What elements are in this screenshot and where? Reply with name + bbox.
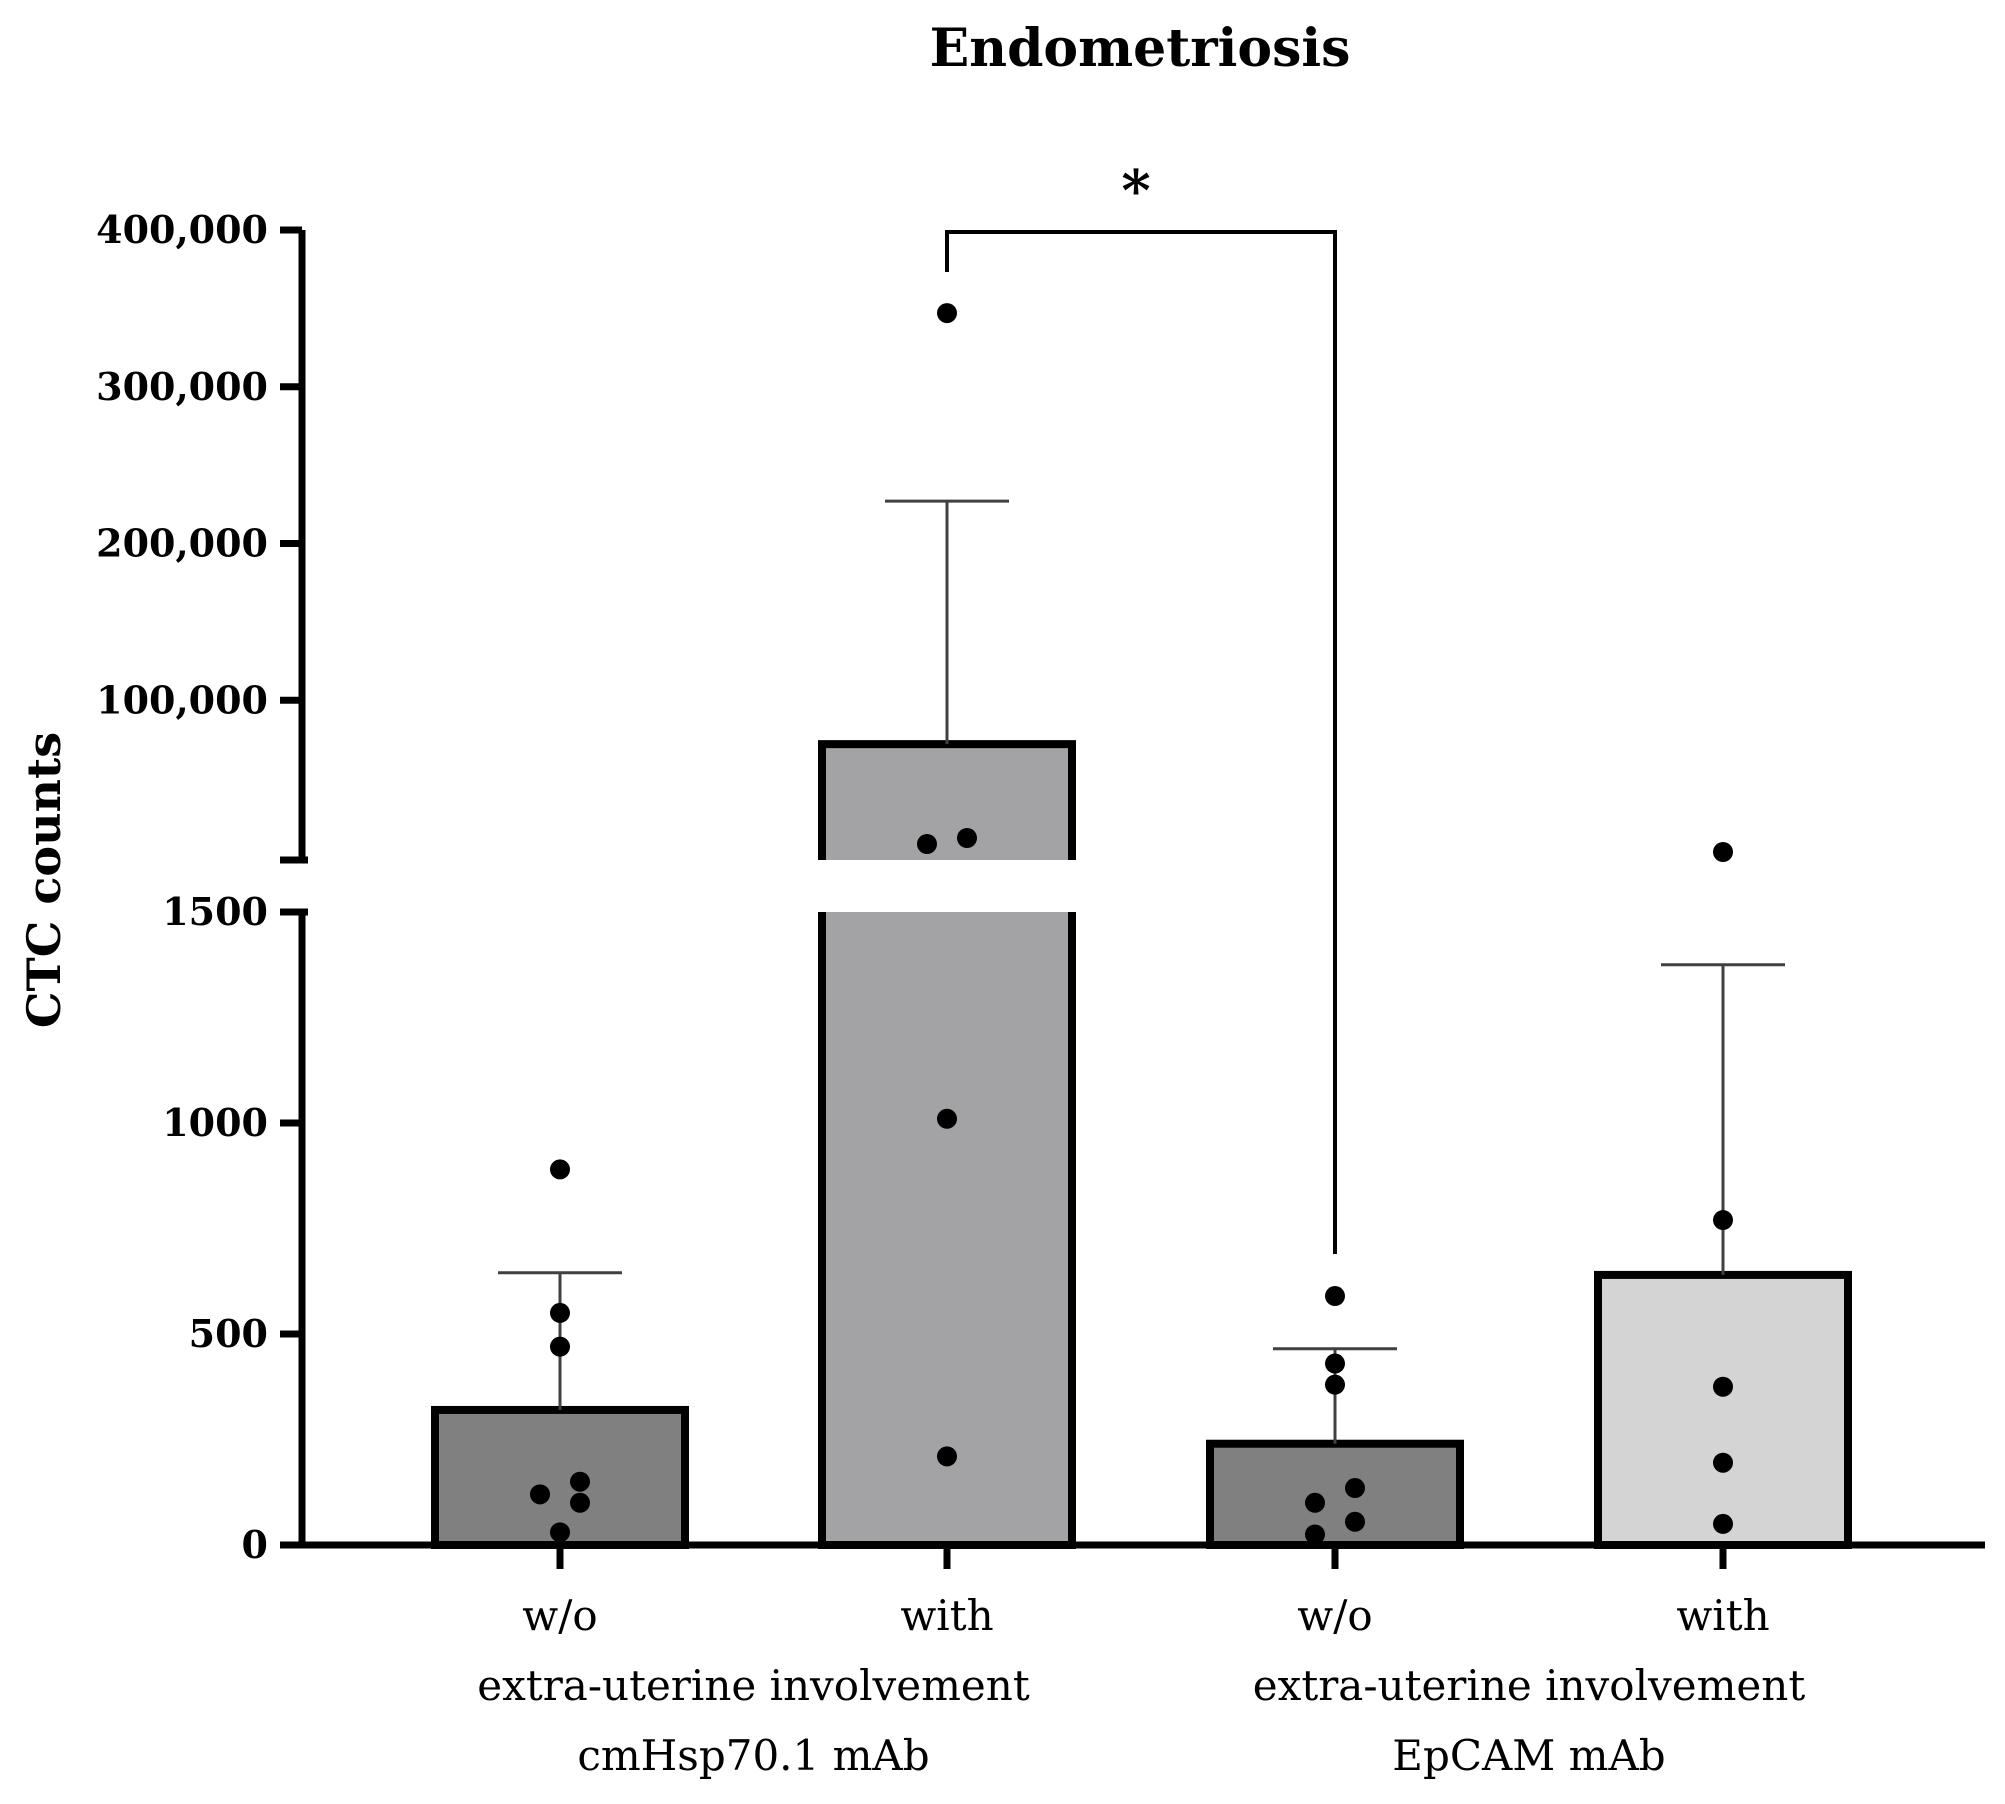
y-tick-label-upper-2: 300,000 <box>96 364 268 409</box>
group-label-line1-1: extra-uterine involvement <box>477 1661 1030 1710</box>
data-point-1-7 <box>550 1522 570 1543</box>
y-tick-label-upper-0: 100,000 <box>96 677 268 722</box>
y-tick-label-upper-1: 200,000 <box>96 521 268 566</box>
data-point-4-2 <box>1713 1210 1733 1231</box>
y-tick-label-lower-2: 1000 <box>162 1100 268 1145</box>
data-point-2-1 <box>937 303 957 324</box>
data-point-3-6 <box>1345 1511 1365 1532</box>
data-point-2-2 <box>917 834 937 854</box>
group-label-line2-1: cmHsp70.1 mAb <box>577 1731 929 1780</box>
data-point-1-5 <box>530 1484 550 1505</box>
data-point-4-4 <box>1713 1452 1733 1473</box>
data-point-4-1 <box>1713 842 1733 862</box>
significance-line-1 <box>945 230 1337 1254</box>
data-point-3-1 <box>1325 1286 1345 1307</box>
significance-star-1: * <box>1121 158 1150 224</box>
data-point-1-6 <box>570 1492 590 1513</box>
bar-3 <box>1206 1439 1464 1549</box>
y-axis-label: CTC counts <box>17 732 71 1028</box>
y-tick-label-lower-1: 500 <box>189 1311 268 1356</box>
group-label-line1-2: extra-uterine involvement <box>1253 1661 1806 1710</box>
data-point-3-3 <box>1325 1374 1345 1395</box>
x-category-label-3: w/o <box>1297 1591 1372 1640</box>
y-tick-label-lower-0: 0 <box>242 1522 268 1567</box>
bars-layer <box>282 740 1985 1550</box>
x-category-label-2: with <box>900 1591 993 1640</box>
data-point-1-1 <box>550 1159 570 1180</box>
data-point-3-2 <box>1325 1353 1345 1374</box>
data-point-1-3 <box>550 1336 570 1357</box>
data-point-4-3 <box>1713 1376 1733 1397</box>
x-category-label-4: with <box>1676 1591 1769 1640</box>
data-point-3-7 <box>1305 1524 1325 1545</box>
data-point-4-5 <box>1713 1513 1733 1534</box>
data-point-3-5 <box>1305 1492 1325 1513</box>
y-tick-label-upper-3: 400,000 <box>96 207 268 252</box>
axis-break-gap <box>282 860 1985 912</box>
points-layer <box>530 303 1733 1545</box>
data-point-2-4 <box>937 1108 957 1129</box>
significance-bracket: * <box>945 158 1337 1254</box>
y-axis: 0 500 1000 1500 100,000 200,000 300,000 400,000 <box>96 207 308 1567</box>
y-tick-label-lower-3: 1500 <box>162 889 268 934</box>
data-point-2-5 <box>937 1446 957 1467</box>
x-axis: w/o with w/o with extra-uterine involvement c… <box>298 1541 1985 1780</box>
data-point-1-2 <box>550 1302 570 1323</box>
data-point-1-4 <box>570 1471 590 1492</box>
bar-4 <box>1594 1270 1852 1550</box>
data-point-2-3 <box>957 828 977 848</box>
chart-title: Endometriosis <box>930 18 1351 79</box>
group-label-line2-2: EpCAM mAb <box>1392 1731 1665 1780</box>
x-category-label-1: w/o <box>522 1591 597 1640</box>
error-bars-layer <box>498 499 1785 1444</box>
data-point-3-4 <box>1345 1478 1365 1499</box>
